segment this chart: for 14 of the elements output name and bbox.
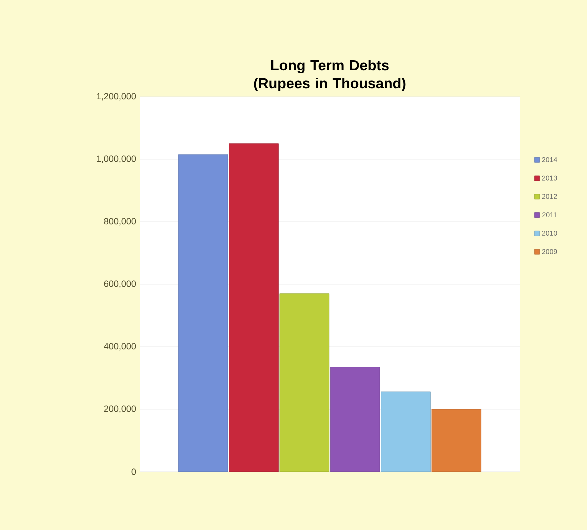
- bar: [330, 367, 380, 472]
- bar: [229, 144, 279, 472]
- y-tick-label: 600,000: [104, 280, 136, 288]
- y-tick-label: 800,000: [104, 218, 136, 226]
- bar: [178, 154, 228, 472]
- y-tick-label: 1,000,000: [97, 156, 136, 164]
- bar: [432, 409, 482, 472]
- bar: [280, 294, 330, 472]
- y-tick-label: 0: [132, 468, 136, 476]
- y-tick-label: 200,000: [104, 406, 136, 414]
- bar: [381, 392, 431, 472]
- y-tick-label: 1,200,000: [97, 93, 136, 101]
- chart-title: Long Term Debts (Rupees in Thousand): [254, 60, 406, 92]
- y-tick-label: 400,000: [104, 343, 136, 351]
